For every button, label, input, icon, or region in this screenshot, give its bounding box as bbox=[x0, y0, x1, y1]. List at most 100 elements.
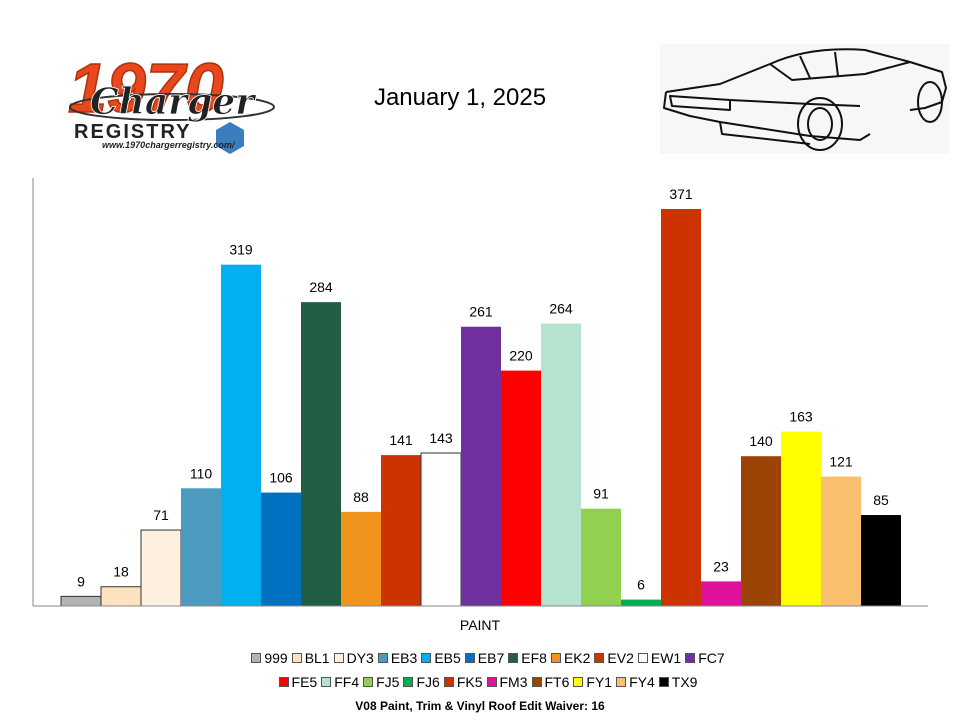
legend-item-fk5: FK5 bbox=[443, 674, 483, 690]
bar-999 bbox=[60, 595, 102, 607]
bar-bl1 bbox=[100, 586, 142, 607]
legend-swatch bbox=[486, 677, 497, 687]
legend-label: FY1 bbox=[586, 674, 613, 690]
logo-script: Charger bbox=[90, 81, 257, 123]
bar-ew1 bbox=[420, 452, 462, 607]
pentastar-icon bbox=[216, 122, 244, 154]
bar-ev2 bbox=[381, 455, 421, 606]
legend-item-fe5: FE5 bbox=[278, 674, 318, 690]
legend-swatch bbox=[363, 677, 374, 687]
footer-note: V08 Paint, Trim & Vinyl Roof Edit Waiver… bbox=[355, 699, 605, 713]
legend-label: EB3 bbox=[390, 650, 418, 666]
legend-swatch bbox=[443, 677, 454, 687]
data-label-ev2: 141 bbox=[389, 432, 413, 448]
legend-item-fm3: FM3 bbox=[486, 674, 528, 690]
data-label-ew1: 143 bbox=[429, 430, 453, 446]
legend-swatch bbox=[333, 653, 344, 663]
legend-item-bl1: BL1 bbox=[291, 650, 330, 666]
legend-item-fc7: FC7 bbox=[685, 650, 725, 666]
logo-swoosh bbox=[69, 93, 275, 121]
data-label-eb5: 319 bbox=[229, 242, 253, 258]
data-label-eb7: 106 bbox=[269, 470, 293, 486]
data-label-fj5: 91 bbox=[593, 486, 609, 502]
bar-fk5 bbox=[661, 209, 701, 606]
data-label-bl1: 18 bbox=[113, 564, 129, 580]
data-label-eb3: 110 bbox=[190, 465, 213, 481]
legend-item-fj5: FJ5 bbox=[363, 674, 399, 690]
data-label-fe5: 220 bbox=[509, 348, 533, 364]
legend-swatch bbox=[377, 653, 388, 663]
car-drawing-icon bbox=[660, 44, 950, 154]
legend-label: EB7 bbox=[477, 650, 505, 666]
legend-swatch bbox=[421, 653, 432, 663]
data-label-fm3: 23 bbox=[713, 558, 729, 574]
legend-swatch bbox=[616, 677, 627, 687]
bar-ff4 bbox=[541, 323, 581, 606]
bar-eb5 bbox=[221, 264, 261, 606]
legend-label: FY4 bbox=[629, 674, 655, 690]
legend-label: 999 bbox=[264, 650, 288, 666]
legend-row: 999 BL1 DY3 EB3 EB5 EB7 EF8 EK2 EV2 EW1 FC7 bbox=[190, 646, 790, 670]
data-label-fy1: 163 bbox=[789, 409, 813, 425]
legend-item-ew1: EW1 bbox=[637, 650, 681, 666]
legend-item-fj6: FJ6 bbox=[403, 674, 440, 690]
bar-fc7 bbox=[461, 326, 501, 606]
logo-registry: REGISTRY bbox=[74, 121, 192, 143]
bar-ef8 bbox=[301, 302, 341, 606]
legend-swatch bbox=[550, 653, 561, 663]
legend-item-999: 999 bbox=[251, 650, 288, 666]
legend-item-ev2: EV2 bbox=[594, 650, 634, 666]
legend-label: DY3 bbox=[346, 650, 374, 666]
data-label-fy4: 121 bbox=[829, 454, 853, 470]
legend-swatch bbox=[291, 653, 302, 663]
legend-item-fy4: FY4 bbox=[616, 674, 655, 690]
legend-label: TX9 bbox=[671, 674, 698, 690]
bar-eb7 bbox=[261, 492, 301, 606]
data-label-ef8: 284 bbox=[309, 279, 333, 295]
legend-swatch bbox=[637, 653, 648, 663]
bar-ft6 bbox=[741, 456, 781, 606]
legend-swatch bbox=[685, 653, 696, 663]
x-axis-label: PAINT bbox=[460, 617, 501, 633]
data-label-999: 9 bbox=[77, 573, 85, 589]
legend-swatch bbox=[531, 677, 542, 687]
legend-item-eb7: EB7 bbox=[464, 650, 505, 666]
bar-fj5 bbox=[581, 508, 621, 606]
legend-label: FM3 bbox=[499, 674, 528, 690]
legend-item-fy1: FY1 bbox=[573, 674, 612, 690]
legend-swatch bbox=[594, 653, 605, 663]
legend-item-eb5: EB5 bbox=[421, 650, 461, 666]
legend-swatch bbox=[508, 653, 519, 663]
legend-label: EV2 bbox=[607, 650, 634, 666]
bar-fy4 bbox=[821, 476, 861, 606]
legend-swatch bbox=[278, 677, 289, 687]
data-label-fk5: 371 bbox=[669, 186, 693, 202]
legend-item-tx9: TX9 bbox=[658, 674, 698, 690]
legend-swatch bbox=[658, 677, 669, 687]
legend-label: EK2 bbox=[563, 650, 591, 666]
legend-swatch bbox=[403, 677, 414, 687]
legend-item-dy3: DY3 bbox=[333, 650, 374, 666]
legend-swatch bbox=[321, 677, 332, 687]
report-date: January 1, 2025 bbox=[373, 84, 547, 111]
legend-label: EB5 bbox=[434, 650, 461, 666]
bar-fe5 bbox=[501, 370, 541, 606]
data-label-ft6: 140 bbox=[749, 433, 773, 449]
legend-label: EF8 bbox=[521, 650, 547, 666]
data-label-fc7: 261 bbox=[469, 304, 493, 320]
legend-item-ek2: EK2 bbox=[550, 650, 591, 666]
legend-swatch bbox=[464, 653, 475, 663]
legend-item-ef8: EF8 bbox=[508, 650, 547, 666]
data-label-dy3: 71 bbox=[153, 507, 169, 523]
legend-item-ft6: FT6 bbox=[531, 674, 569, 690]
data-label-ek2: 88 bbox=[353, 489, 369, 505]
legend-label: FC7 bbox=[698, 650, 725, 666]
legend-label: FJ6 bbox=[416, 674, 440, 690]
logo-url: www.1970chargerregistry.com/ bbox=[102, 140, 236, 150]
legend-label: FE5 bbox=[291, 674, 318, 690]
legend-item-eb3: EB3 bbox=[377, 650, 418, 666]
bar-eb3 bbox=[181, 488, 221, 606]
legend-label: BL1 bbox=[304, 650, 330, 666]
bar-fy1 bbox=[781, 431, 821, 606]
